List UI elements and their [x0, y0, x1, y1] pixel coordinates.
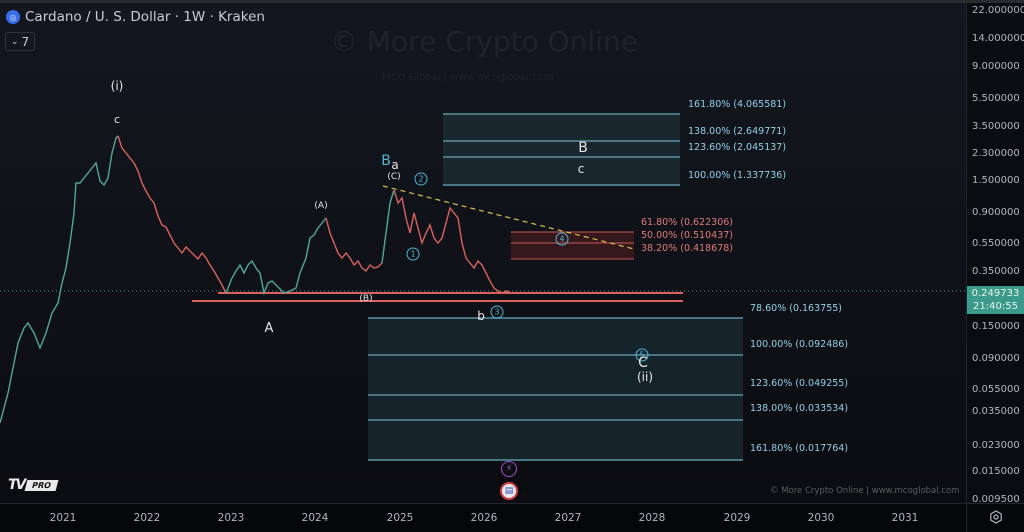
fib-res-50: 50.00% (0.510437) — [641, 230, 733, 241]
wave-label-a: a — [391, 158, 399, 172]
fib-upper-161: 161.80% (4.065581) — [688, 99, 787, 110]
wave-circle-3: 3 — [490, 305, 504, 319]
fib-resistance-box — [511, 231, 634, 260]
chart-settings-button[interactable] — [966, 503, 1024, 532]
fib-lower-box — [368, 317, 743, 461]
watermark-main: © More Crypto Online — [330, 25, 638, 58]
us-flag-icon[interactable]: ▤ — [500, 482, 518, 500]
price-tick: 9.000000 — [972, 61, 1020, 72]
time-tick: 2023 — [217, 512, 245, 524]
time-tick: 2022 — [133, 512, 161, 524]
time-tick: 2027 — [554, 512, 582, 524]
wave-label-b: b — [477, 309, 485, 323]
time-tick: 2026 — [470, 512, 498, 524]
fib-lower-161: 161.80% (0.017764) — [750, 443, 849, 454]
price-tick: 14.000000 — [972, 33, 1024, 44]
pro-badge: PRO — [24, 479, 59, 491]
price-tick: 0.350000 — [972, 266, 1020, 277]
tradingview-mark: TV — [8, 477, 26, 493]
fib-upper-138: 138.00% (2.649771) — [688, 126, 787, 137]
price-tick: 2.300000 — [972, 148, 1020, 159]
current-price-value: 0.249733 — [971, 288, 1020, 299]
time-tick: 2028 — [638, 512, 666, 524]
symbol-legend[interactable]: ◎ Cardano / U. S. Dollar · 1W · Kraken — [6, 9, 265, 25]
lightning-icon[interactable]: ⚡ — [501, 461, 517, 477]
indicators-count: 7 — [21, 34, 30, 49]
tradingview-logo[interactable]: TV PRO — [8, 477, 59, 493]
wave-label-i: (i) — [110, 79, 124, 93]
price-tick: 3.500000 — [972, 121, 1020, 132]
time-tick: 2029 — [723, 512, 751, 524]
wave-circle-5: 5 — [635, 348, 649, 362]
current-price-badge: 0.249733 21:40:55 — [967, 286, 1024, 314]
footer-watermark: © More Crypto Online | www.mcoglobal.com — [770, 486, 960, 496]
price-tick: 0.900000 — [972, 207, 1020, 218]
price-tick: 0.035000 — [972, 406, 1020, 417]
wave-label-A-paren: (A) — [314, 201, 328, 211]
wave-label-B-target: B — [578, 140, 588, 156]
wave-circle-2: 2 — [414, 172, 428, 186]
wave-circle-1: 1 — [406, 247, 420, 261]
price-tick: 0.023000 — [972, 440, 1020, 451]
bar-countdown: 21:40:55 — [973, 301, 1018, 312]
fib-lower-100: 100.00% (0.092486) — [750, 339, 849, 350]
gear-icon — [990, 510, 1002, 524]
indicators-collapse-button[interactable]: ⌄ 7 — [5, 32, 35, 51]
wave-label-c-top: c — [113, 113, 121, 126]
chart-canvas[interactable] — [0, 3, 966, 503]
window-top-bar — [0, 0, 1024, 3]
price-axis[interactable]: 22.000000 14.000000 9.000000 5.500000 3.… — [966, 3, 1024, 505]
wave-circle-4: 4 — [555, 232, 569, 246]
fib-upper-123: 123.60% (2.045137) — [688, 142, 787, 153]
price-tick: 0.090000 — [972, 353, 1020, 364]
wave-label-A: A — [264, 321, 274, 336]
fib-res-382: 38.20% (0.418678) — [641, 243, 733, 254]
time-tick: 2025 — [386, 512, 414, 524]
time-tick: 2030 — [807, 512, 835, 524]
wave-label-B-paren: (B) — [359, 294, 373, 304]
wave-label-C-paren: (C) — [387, 172, 401, 182]
time-tick: 2021 — [49, 512, 77, 524]
fib-res-618: 61.80% (0.622306) — [641, 217, 733, 228]
descending-trendline — [382, 185, 635, 250]
price-tick: 0.009500 — [972, 494, 1020, 505]
chart-pane[interactable]: © More Crypto Online MCO Global | www.mc… — [0, 3, 966, 503]
time-tick: 2024 — [301, 512, 329, 524]
price-tick: 0.150000 — [972, 321, 1020, 332]
fib-lower-786: 78.60% (0.163755) — [750, 303, 842, 314]
chevron-down-icon: ⌄ — [10, 36, 19, 47]
watermark-sub: MCO Global | www.mcoglobal.com — [382, 72, 554, 83]
price-candles — [0, 135, 511, 424]
price-tick: 0.550000 — [972, 238, 1020, 249]
time-axis[interactable]: 2021 2022 2023 2024 2025 2026 2027 2028 … — [0, 503, 966, 532]
fib-lower-123: 123.60% (0.049255) — [750, 378, 849, 389]
fib-lower-138: 138.00% (0.033534) — [750, 403, 849, 414]
price-tick: 0.055000 — [972, 384, 1020, 395]
price-tick: 1.500000 — [972, 175, 1020, 186]
price-tick: 0.015000 — [972, 466, 1020, 477]
price-tick: 22.000000 — [972, 5, 1024, 16]
wave-label-ii: (ii) — [636, 370, 654, 384]
fib-upper-100: 100.00% (1.337736) — [688, 170, 787, 181]
fib-upper-box — [443, 113, 680, 186]
time-tick: 2031 — [891, 512, 919, 524]
wave-label-c-target: c — [577, 162, 585, 176]
price-tick: 5.500000 — [972, 93, 1020, 104]
cardano-coin-icon: ◎ — [6, 10, 20, 24]
symbol-title: Cardano / U. S. Dollar · 1W · Kraken — [25, 9, 265, 25]
wave-label-B-blue: B — [381, 153, 391, 169]
wave-label-C-target: C — [638, 355, 648, 371]
